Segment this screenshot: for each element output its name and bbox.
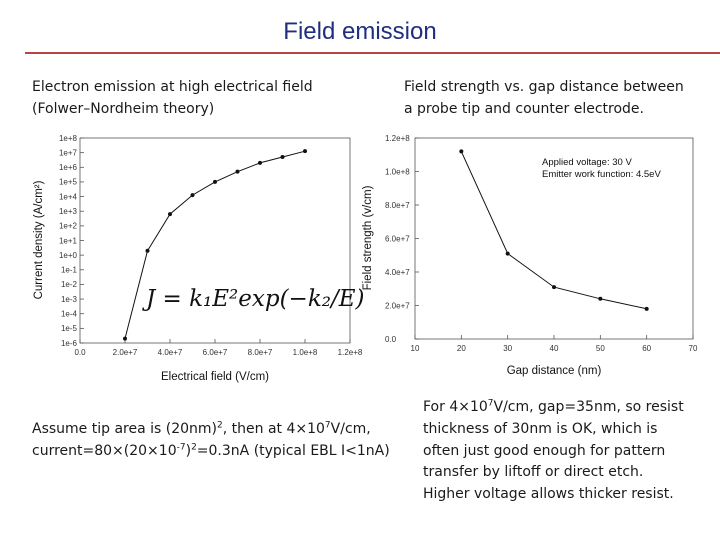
right-note-line5: Higher voltage allows thicker resist. [423, 486, 674, 503]
left-data-point [168, 212, 172, 217]
left-note-sup: -7 [176, 442, 186, 453]
right-y-tick-label: 0.0 [385, 335, 397, 344]
left-y-tick-label: 1e-1 [61, 266, 78, 275]
right-y-tick-label: 1.0e+8 [385, 167, 410, 176]
right-x-tick-label: 70 [689, 344, 698, 353]
right-data-point [459, 149, 464, 154]
left-note-line1: Assume tip area is (20nm)2, then at 4×10… [32, 418, 402, 440]
left-plot-frame [79, 137, 351, 344]
left-note-sup: 2 [217, 420, 223, 431]
left-x-tick-label: 1.2e+8 [338, 348, 363, 357]
right-y-tick-label: 4.0e+7 [385, 268, 410, 277]
left-note-text: Assume tip area is (20nm) [32, 421, 218, 437]
right-note-text: V/cm, gap=35nm, so resist [493, 399, 684, 415]
right-y-tick-label: 1.2e+8 [385, 134, 410, 143]
left-series-points [123, 149, 307, 341]
left-x-tick-label: 4.0e+7 [158, 348, 183, 357]
left-data-point [235, 169, 240, 174]
right-y-tick-label: 6.0e+7 [385, 234, 410, 243]
field-vs-gap-chart: 0.02.0e+74.0e+76.0e+78.0e+71.0e+81.2e+8 … [362, 134, 698, 377]
left-note-sup: 7 [324, 420, 331, 431]
right-plot-frame [414, 137, 694, 340]
left-y-tick-label: 1e+0 [59, 251, 78, 260]
left-note-text: ) [185, 443, 192, 459]
left-x-ticks: 0.0 2.0e+7 4.0e+7 6.0e+7 8.0e+7 1.0e+8 1.2e+8 [74, 339, 363, 357]
left-y-tick-label: 1e-5 [61, 324, 78, 333]
left-data-point [190, 193, 195, 198]
left-data-point [258, 160, 262, 165]
left-y-tick-label: 1e-4 [61, 310, 78, 319]
right-x-tick-label: 20 [457, 344, 466, 353]
right-note-sup: 7 [487, 398, 494, 409]
left-note-text: =0.3nA (typical EBL I<1nA) [196, 443, 390, 459]
left-data-point [280, 155, 285, 160]
right-x-tick-label: 10 [411, 344, 420, 353]
left-y-tick-label: 1e+8 [59, 134, 78, 143]
left-y-tick-label: 1e+5 [59, 178, 78, 187]
left-caption: Electron emission at high electrical fie… [32, 76, 372, 120]
left-y-axis-label: Current density (A/cm²) [33, 180, 45, 299]
right-caption-line1: Field strength vs. gap distance between [404, 79, 684, 95]
left-note-text: V/cm, [330, 421, 371, 437]
right-note-line1: For 4×107V/cm, gap=35nm, so resist [423, 397, 708, 419]
right-data-point [552, 285, 556, 290]
left-y-tick-label: 1e+7 [59, 148, 78, 157]
slide-title: Field emission [283, 18, 437, 45]
left-y-tick-label: 1e+1 [59, 236, 78, 245]
work-function-annotation: Emitter work function: 4.5eV [542, 169, 661, 180]
right-note: For 4×107V/cm, gap=35nm, so resist thick… [423, 397, 708, 506]
left-data-point [213, 179, 217, 184]
left-y-tick-label: 1e+6 [59, 163, 78, 172]
right-x-axis-label: Gap distance (nm) [507, 365, 602, 377]
right-x-tick-label: 40 [550, 344, 559, 353]
right-note-text: For 4×10 [423, 399, 488, 415]
right-series-points [459, 149, 649, 311]
left-x-tick-label: 8.0e+7 [248, 348, 273, 357]
left-y-tick-label: 1e-3 [61, 295, 78, 304]
left-y-tick-label: 1e+3 [59, 207, 78, 216]
applied-voltage-annotation: Applied voltage: 30 V [542, 157, 632, 168]
fowler-nordheim-equation: J = k₁E²exp(−k₂/E) [142, 286, 365, 312]
title-divider [25, 52, 720, 54]
right-note-line3: often just good enough for pattern [423, 442, 666, 459]
right-caption: Field strength vs. gap distance between … [404, 76, 714, 120]
left-data-point [303, 149, 307, 154]
left-x-tick-label: 1.0e+8 [293, 348, 318, 357]
left-note-line2: current=80×(20×10-7)2=0.3nA (typical EBL… [32, 440, 402, 462]
right-data-point [505, 251, 510, 256]
right-x-tick-label: 60 [642, 344, 651, 353]
right-caption-line2: a probe tip and counter electrode. [404, 101, 644, 117]
left-note-sup: 2 [191, 442, 197, 453]
left-note-text: current=80×(20×10 [32, 443, 177, 459]
left-y-tick-label: 1e+4 [59, 192, 78, 201]
right-y-ticks: 0.0 2.0e+7 4.0e+7 6.0e+7 8.0e+7 1.0e+8 1.2e+8 [385, 134, 419, 344]
left-y-tick-label: 1e-6 [61, 339, 78, 348]
right-note-line2: thickness of 30nm is OK, which is [423, 420, 658, 437]
left-y-tick-label: 1e-2 [61, 280, 78, 289]
left-x-tick-label: 6.0e+7 [203, 348, 228, 357]
left-data-point [123, 336, 127, 341]
left-x-axis-label: Electrical field (V/cm) [161, 371, 269, 383]
right-y-axis-label: Field strength (v/cm) [362, 185, 374, 290]
left-data-point [145, 248, 150, 253]
left-note: Assume tip area is (20nm)2, then at 4×10… [32, 418, 402, 462]
fn-current-density-chart: 1e-6 1e-5 1e-4 1e-3 1e-2 1e-1 1e+0 1e+1 1e+2 1e+3… [33, 134, 365, 383]
left-caption-line2: (Folwer–Nordheim theory) [32, 101, 215, 117]
right-y-tick-label: 8.0e+7 [385, 201, 410, 210]
right-data-point [644, 306, 649, 311]
left-y-ticks: 1e-6 1e-5 1e-4 1e-3 1e-2 1e-1 1e+0 1e+1 1e+2 1e+3… [59, 134, 84, 348]
right-x-tick-label: 30 [503, 344, 512, 353]
right-note-line4: transfer by liftoff or direct etch. [423, 464, 644, 481]
right-y-tick-label: 2.0e+7 [385, 301, 410, 310]
left-caption-line1: Electron emission at high electrical fie… [32, 79, 313, 95]
left-note-text: , then at 4×10 [222, 421, 325, 437]
left-x-tick-label: 2.0e+7 [113, 348, 138, 357]
right-x-tick-label: 50 [596, 344, 605, 353]
right-x-ticks: 10 20 30 40 50 60 70 [411, 335, 698, 353]
left-x-tick-label: 0.0 [74, 348, 86, 357]
right-data-point [598, 296, 603, 301]
left-y-tick-label: 1e+2 [59, 222, 78, 231]
